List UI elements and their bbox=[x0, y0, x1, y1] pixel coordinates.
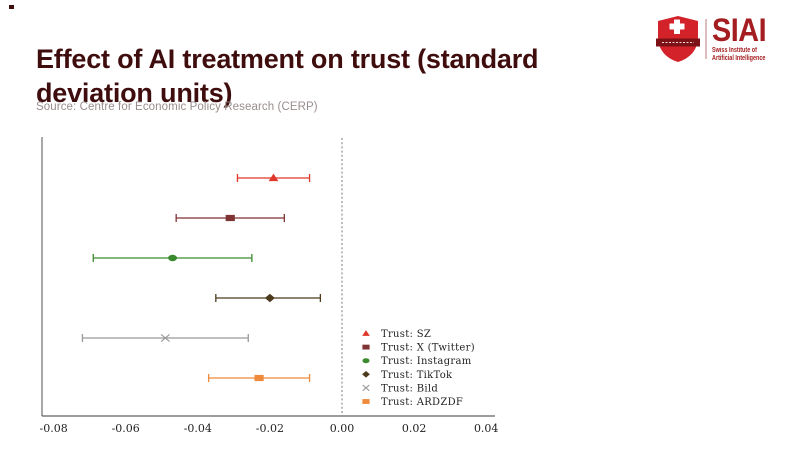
errorbar-trust-tiktok bbox=[215, 293, 322, 303]
legend: Trust: SZ Trust: X (Twitter) Trust: Instag… bbox=[362, 329, 475, 408]
x-marker bbox=[160, 333, 170, 343]
errorbar-trust-ardzdf bbox=[207, 374, 311, 382]
x-axis-tick-labels: -0.08 -0.06 -0.04 -0.02 0.00 0.02 0.04 bbox=[39, 422, 498, 435]
legend-label: Trust: X (Twitter) bbox=[381, 343, 475, 354]
x-marker bbox=[362, 384, 370, 392]
x-tick-label: -0.04 bbox=[184, 422, 212, 435]
circle-marker bbox=[168, 254, 178, 262]
diamond-marker bbox=[264, 293, 275, 303]
logo-wordmark: SIAI bbox=[712, 12, 767, 48]
legend-label: Trust: ARDZDF bbox=[381, 397, 463, 408]
circle-marker bbox=[362, 358, 370, 364]
diamond-marker bbox=[362, 371, 370, 378]
errorbar-trust-sz bbox=[236, 173, 311, 182]
triangle-marker bbox=[268, 173, 279, 182]
legend-item-trust-sz: Trust: SZ bbox=[362, 329, 431, 340]
legend-item-trust-bild: Trust: Bild bbox=[362, 383, 438, 394]
square-marker bbox=[362, 399, 370, 404]
coefficient-plot: -0.08 -0.06 -0.04 -0.02 0.00 0.02 0.04 Trust: S… bbox=[39, 137, 498, 435]
x-tick-label: 0.00 bbox=[330, 422, 355, 435]
logo-divider bbox=[705, 19, 707, 59]
logo-subtitle: Swiss Institute of Artificial Intelligen… bbox=[712, 47, 766, 62]
legend-item-trust-x-twitter: Trust: X (Twitter) bbox=[362, 343, 475, 354]
swiss-shield-icon bbox=[656, 16, 700, 62]
errorbar-trust-instagram bbox=[92, 254, 253, 262]
legend-label: Trust: TikTok bbox=[381, 370, 453, 381]
errorbar-trust-x-twitter bbox=[175, 214, 285, 222]
legend-label: Trust: Instagram bbox=[381, 356, 472, 367]
errorbar-trust-bild bbox=[81, 333, 249, 343]
legend-label: Trust: SZ bbox=[381, 329, 431, 340]
siai-logo: SIAI Swiss Institute of Artificial Intel… bbox=[656, 14, 786, 70]
x-tick-label: -0.06 bbox=[112, 422, 140, 435]
x-tick-label: -0.02 bbox=[256, 422, 284, 435]
square-marker bbox=[254, 374, 264, 382]
legend-item-trust-ardzdf: Trust: ARDZDF bbox=[362, 397, 463, 408]
page-title: Effect of AI treatment on trust (standar… bbox=[36, 44, 539, 109]
square-marker bbox=[362, 344, 370, 350]
source-note: Source: Centre for Economic Policy Resea… bbox=[36, 101, 318, 113]
legend-item-trust-tiktok: Trust: TikTok bbox=[362, 370, 453, 381]
x-tick-label: -0.08 bbox=[39, 422, 67, 435]
triangle-marker bbox=[362, 330, 370, 336]
corner-accent-mark bbox=[9, 5, 14, 9]
legend-label: Trust: Bild bbox=[381, 383, 438, 394]
square-marker bbox=[225, 214, 235, 222]
x-tick-label: 0.04 bbox=[474, 422, 499, 435]
x-tick-label: 0.02 bbox=[402, 422, 427, 435]
legend-item-trust-instagram: Trust: Instagram bbox=[362, 356, 471, 367]
